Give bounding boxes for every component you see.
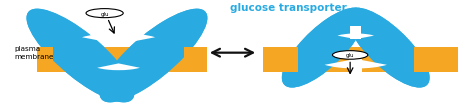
- Ellipse shape: [347, 9, 430, 88]
- Ellipse shape: [347, 9, 430, 88]
- FancyBboxPatch shape: [111, 9, 126, 45]
- Ellipse shape: [282, 9, 365, 88]
- Circle shape: [86, 10, 123, 18]
- Ellipse shape: [282, 9, 365, 88]
- Wedge shape: [325, 59, 387, 69]
- FancyBboxPatch shape: [111, 9, 126, 45]
- Text: glucose transporter: glucose transporter: [230, 3, 347, 13]
- Circle shape: [332, 51, 368, 60]
- Text: plasma
membrane: plasma membrane: [14, 46, 53, 59]
- FancyBboxPatch shape: [350, 26, 361, 40]
- FancyBboxPatch shape: [349, 59, 362, 97]
- Bar: [263, 48, 458, 72]
- FancyBboxPatch shape: [350, 26, 361, 40]
- Wedge shape: [338, 34, 374, 40]
- Ellipse shape: [27, 10, 134, 102]
- FancyBboxPatch shape: [349, 59, 362, 97]
- Wedge shape: [82, 34, 155, 45]
- Bar: [414, 48, 458, 72]
- Wedge shape: [97, 64, 140, 71]
- Wedge shape: [325, 59, 387, 69]
- Wedge shape: [97, 64, 140, 71]
- Ellipse shape: [100, 10, 207, 102]
- Bar: [184, 48, 207, 72]
- Bar: [37, 48, 53, 72]
- Ellipse shape: [100, 10, 207, 102]
- Bar: [37, 48, 207, 72]
- Text: glu: glu: [100, 12, 109, 16]
- Bar: [263, 48, 298, 72]
- Wedge shape: [338, 34, 374, 40]
- Text: glu: glu: [346, 53, 354, 58]
- Wedge shape: [82, 34, 155, 45]
- Ellipse shape: [27, 10, 134, 102]
